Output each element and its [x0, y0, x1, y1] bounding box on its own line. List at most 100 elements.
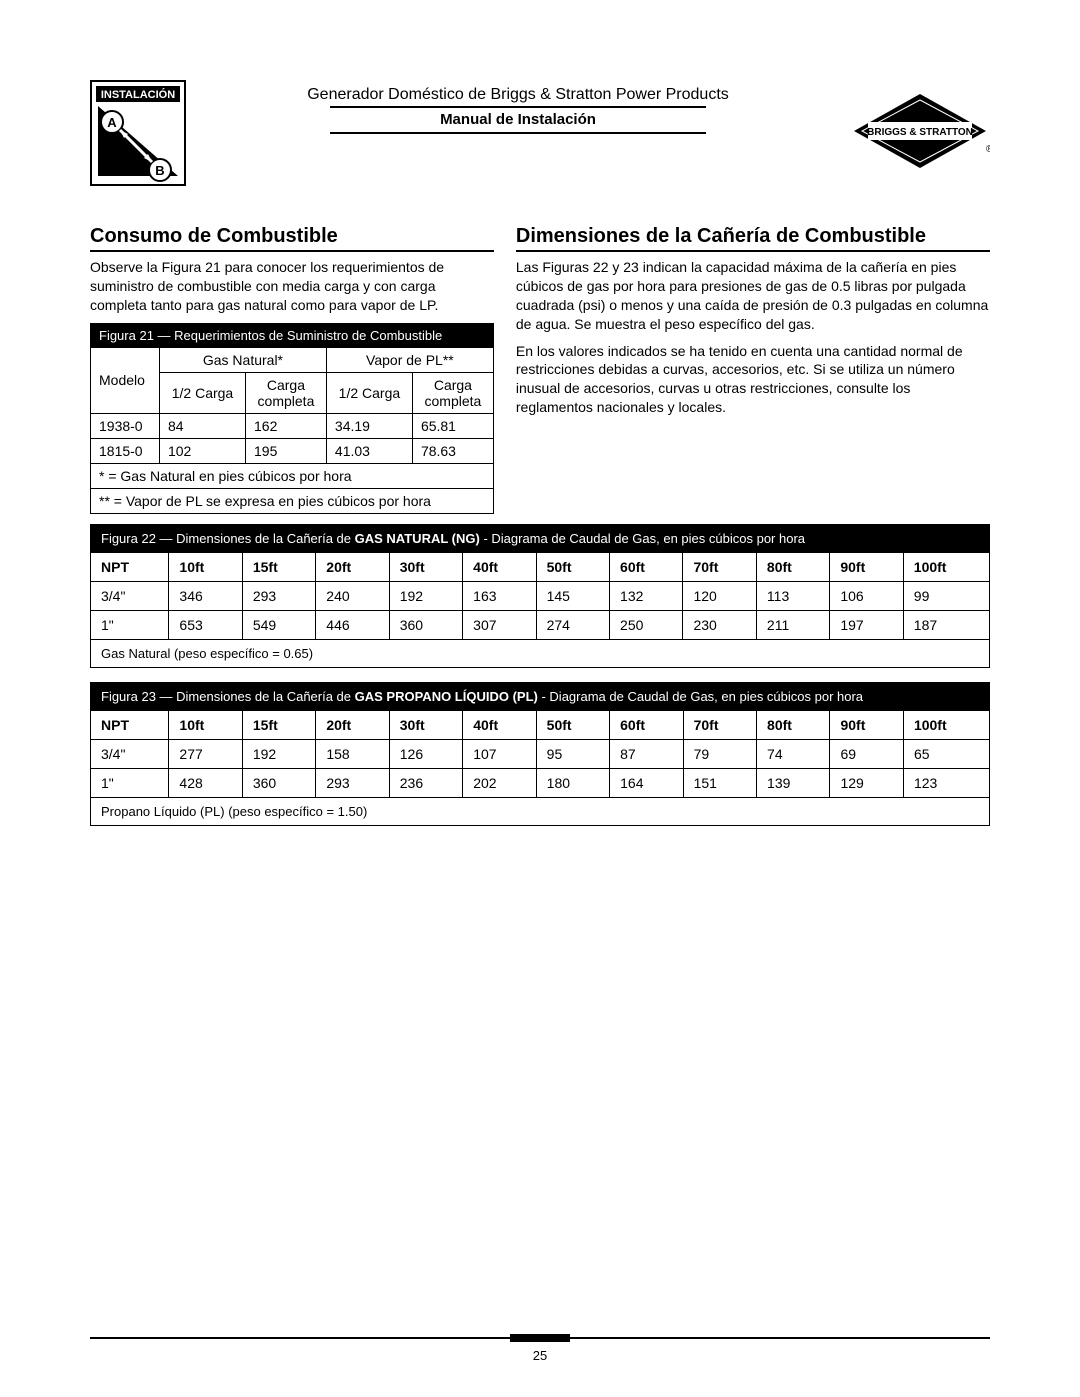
cell: 99 [903, 581, 989, 610]
cell: 95 [536, 739, 609, 768]
h-10: 10ft [169, 710, 242, 739]
pipe-sizing-text-2: En los valores indicados se ha tenido en… [516, 342, 990, 418]
cell: 230 [683, 610, 756, 639]
badge-label: INSTALACIÓN [101, 88, 175, 101]
h-20: 20ft [316, 710, 389, 739]
cell-a: 84 [159, 413, 245, 438]
cell-d: 65.81 [412, 413, 493, 438]
cell: 158 [316, 739, 389, 768]
pipe-sizing-text-1: Las Figuras 22 y 23 indican la capacidad… [516, 258, 990, 334]
cell: 164 [610, 768, 683, 797]
h-90: 90ft [830, 710, 903, 739]
h-15: 15ft [242, 710, 315, 739]
cell-c: 41.03 [326, 438, 412, 463]
fig22-foot: Gas Natural (peso específico = 0.65) [91, 639, 990, 667]
reg-mark: ® [986, 144, 990, 155]
cell: 163 [463, 581, 536, 610]
fig21-foot2: ** = Vapor de PL se expresa en pies cúbi… [91, 488, 494, 513]
fig21-foot1-row: * = Gas Natural en pies cúbicos por hora [91, 463, 494, 488]
doc-title: Generador Doméstico de Briggs & Stratton… [200, 86, 836, 104]
fig23-body: 3/4" 277 192 158 126 107 95 87 79 74 69 … [91, 739, 990, 797]
fig22-header-row: NPT 10ft 15ft 20ft 30ft 40ft 50ft 60ft 7… [91, 552, 990, 581]
cell-npt: 1" [91, 610, 169, 639]
h-100: 100ft [903, 710, 989, 739]
cell: 293 [242, 581, 315, 610]
cell-c: 34.19 [326, 413, 412, 438]
cell: 653 [169, 610, 242, 639]
cell-npt: 3/4" [91, 739, 169, 768]
cell: 74 [757, 739, 830, 768]
cell: 139 [757, 768, 830, 797]
table-row: 1815-0 102 195 41.03 78.63 [91, 438, 494, 463]
installation-badge-icon: INSTALACIÓN A B [90, 80, 186, 186]
fig21-caption-row: Figura 21 — Requerimientos de Suministro… [91, 323, 494, 347]
cell: 87 [610, 739, 683, 768]
fig23-foot-row: Propano Líquido (PL) (peso específico = … [91, 797, 990, 825]
cell: 123 [903, 768, 989, 797]
fig22-caption-row: Figura 22 — Dimensiones de la Cañería de… [91, 524, 990, 552]
h-30: 30ft [389, 710, 462, 739]
brand-text: BRIGGS & STRATTON [867, 127, 973, 138]
cell: 360 [242, 768, 315, 797]
cell: 187 [903, 610, 989, 639]
cell-npt: 1" [91, 768, 169, 797]
cell: 145 [536, 581, 609, 610]
fig23-caption: Figura 23 — Dimensiones de la Cañería de… [91, 682, 990, 710]
fig21-caption: Figura 21 — Requerimientos de Suministro… [91, 323, 494, 347]
page-number: 25 [0, 1348, 1080, 1363]
h-20: 20ft [316, 552, 389, 581]
cell: 113 [756, 581, 829, 610]
fig21-h-full-1: Cargacompleta [246, 372, 327, 413]
cell: 132 [610, 581, 683, 610]
h-70: 70ft [683, 552, 756, 581]
table-row: 3/4" 346 293 240 192 163 145 132 120 113… [91, 581, 990, 610]
fig22-caption: Figura 22 — Dimensiones de la Cañería de… [91, 524, 990, 552]
page: INSTALACIÓN A B Generador Doméstico de B… [0, 0, 1080, 1397]
fig22-foot-row: Gas Natural (peso específico = 0.65) [91, 639, 990, 667]
installation-badge: INSTALACIÓN A B [90, 80, 186, 191]
badge-b-label: B [155, 163, 164, 178]
cell: 293 [316, 768, 389, 797]
table-row: 3/4" 277 192 158 126 107 95 87 79 74 69 … [91, 739, 990, 768]
fig21-body: 1938-0 84 162 34.19 65.81 1815-0 102 195… [91, 413, 494, 463]
table-row: 1" 428 360 293 236 202 180 164 151 139 1… [91, 768, 990, 797]
cell-model: 1815-0 [91, 438, 160, 463]
cell: 202 [463, 768, 536, 797]
h-80: 80ft [757, 710, 830, 739]
fig21-h-full-2: Cargacompleta [412, 372, 493, 413]
cell: 211 [756, 610, 829, 639]
briggs-stratton-logo-icon: BRIGGS & STRATTON ® [850, 92, 990, 170]
cell: 120 [683, 581, 756, 610]
cell-model: 1938-0 [91, 413, 160, 438]
fig21-foot2-row: ** = Vapor de PL se expresa en pies cúbi… [91, 488, 494, 513]
h-10: 10ft [169, 552, 242, 581]
cell: 346 [169, 581, 242, 610]
h-40: 40ft [463, 710, 536, 739]
cell-a: 102 [159, 438, 245, 463]
cell: 360 [389, 610, 462, 639]
doc-subtitle-wrap: Manual de Instalación [200, 106, 836, 134]
fig21-h-gn: Gas Natural* [159, 347, 326, 372]
h-30: 30ft [389, 552, 462, 581]
cell: 69 [830, 739, 903, 768]
cell: 549 [242, 610, 315, 639]
cell: 277 [169, 739, 242, 768]
cell: 126 [389, 739, 462, 768]
cell: 79 [683, 739, 756, 768]
two-column-section: Consumo de Combustible Observe la Figura… [90, 225, 990, 514]
left-column: Consumo de Combustible Observe la Figura… [90, 225, 494, 514]
cell: 446 [316, 610, 389, 639]
cell: 107 [463, 739, 536, 768]
h-100: 100ft [903, 552, 989, 581]
h-15: 15ft [242, 552, 315, 581]
cell: 106 [830, 581, 903, 610]
h-90: 90ft [830, 552, 903, 581]
table-row: 1" 653 549 446 360 307 274 250 230 211 1… [91, 610, 990, 639]
cell-npt: 3/4" [91, 581, 169, 610]
cell: 180 [536, 768, 609, 797]
cell-d: 78.63 [412, 438, 493, 463]
figure-23-table: Figura 23 — Dimensiones de la Cañería de… [90, 682, 990, 826]
cell: 307 [463, 610, 536, 639]
h-80: 80ft [756, 552, 829, 581]
cell: 274 [536, 610, 609, 639]
